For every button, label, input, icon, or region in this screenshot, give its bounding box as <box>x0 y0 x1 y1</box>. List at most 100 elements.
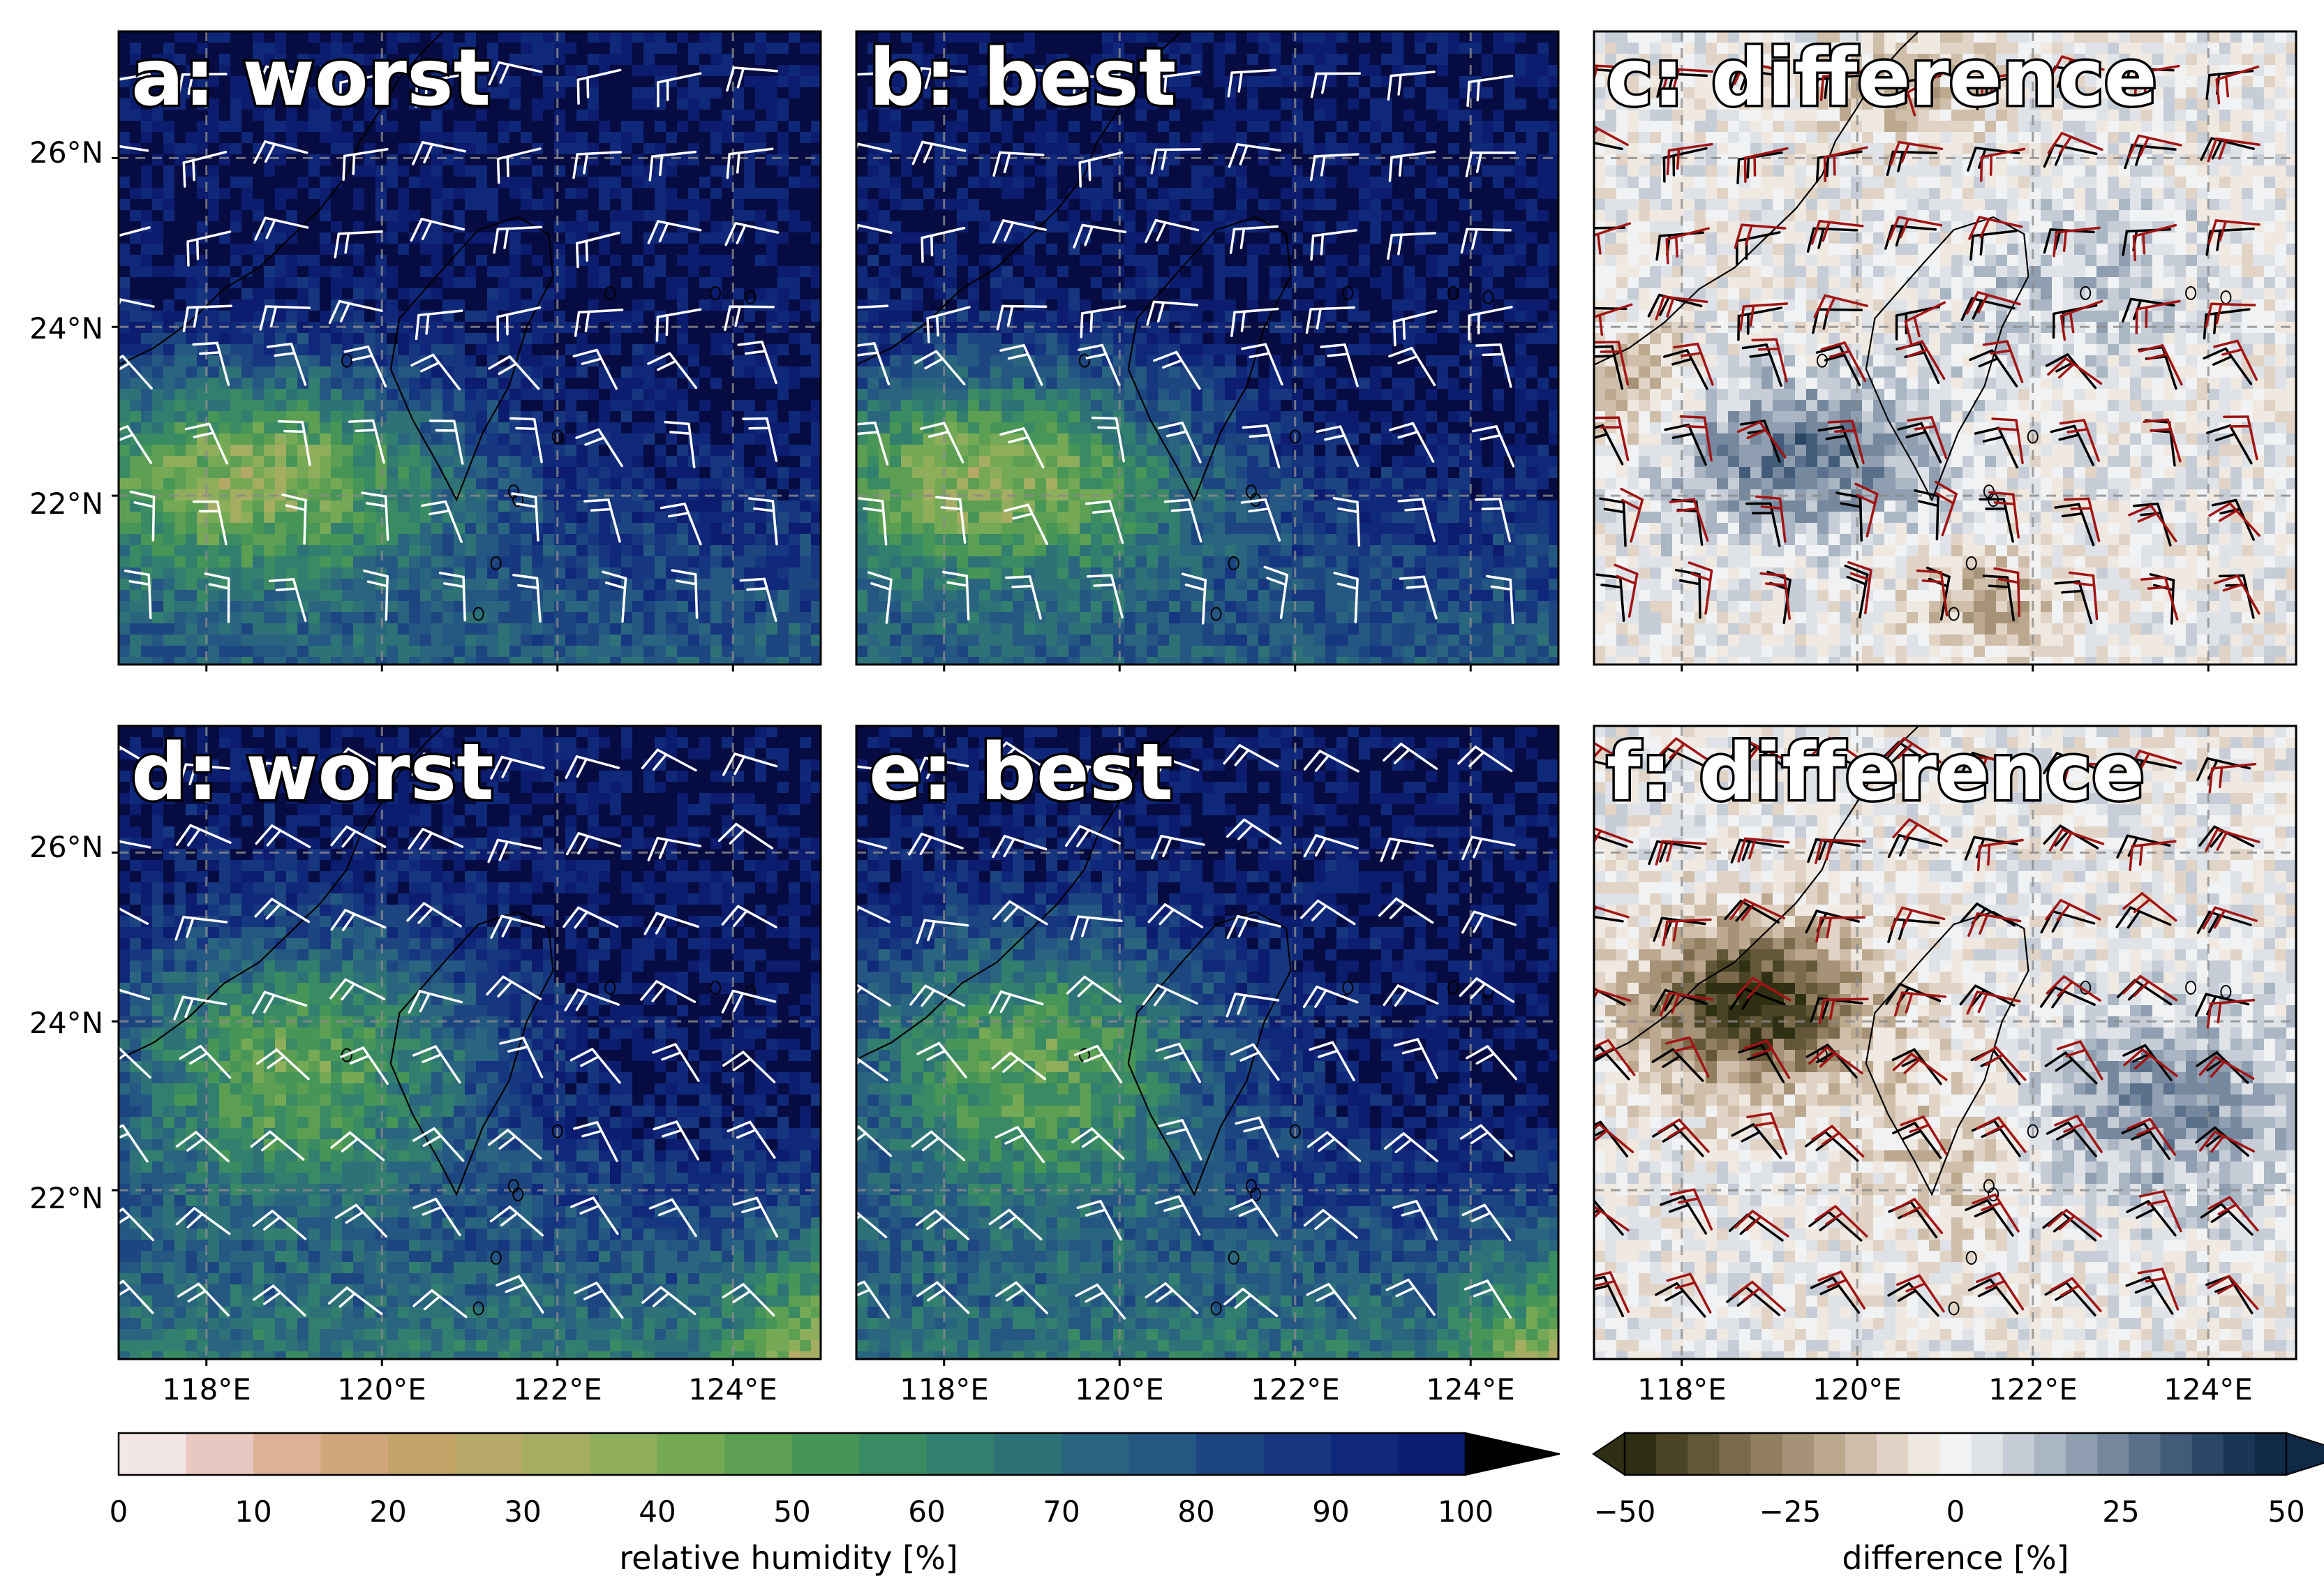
field-cell <box>554 378 566 389</box>
field-cell <box>398 54 410 66</box>
field-cell <box>800 344 812 356</box>
field-cell <box>968 110 980 121</box>
field-cell <box>498 43 510 54</box>
field-cell <box>487 54 499 66</box>
field-cell <box>1549 98 1558 110</box>
field-cell <box>431 601 443 613</box>
field-cell <box>610 556 622 568</box>
field-cell <box>1214 43 1226 54</box>
field-cell <box>1013 143 1025 155</box>
field-cell <box>643 199 655 211</box>
field-cell <box>454 288 465 300</box>
field-cell <box>777 333 789 345</box>
field-cell <box>1482 177 1494 188</box>
field-cell <box>420 590 432 602</box>
field-cell <box>297 132 309 144</box>
field-cell <box>755 567 767 579</box>
wind-barb-shaft <box>265 305 311 309</box>
field-cell <box>766 87 778 99</box>
field-cell <box>286 478 298 490</box>
field-cell <box>766 188 778 200</box>
field-cell <box>565 333 577 345</box>
field-cell <box>141 311 153 322</box>
field-cell <box>621 221 633 233</box>
field-cell <box>800 299 812 311</box>
field-cell <box>554 110 566 121</box>
field-cell <box>923 31 935 43</box>
field-cell <box>789 478 800 490</box>
field-cell <box>364 54 376 66</box>
field-cell <box>387 400 398 412</box>
wind-barb-flag <box>736 151 740 174</box>
field-cell <box>454 98 465 110</box>
field-cell <box>1202 43 1214 54</box>
field-cell <box>342 534 354 546</box>
field-cell <box>1102 43 1114 54</box>
field-cell <box>163 433 175 445</box>
field-cell <box>643 54 655 66</box>
wind-barb-flag <box>361 491 387 498</box>
field-cell <box>476 232 488 244</box>
field-cell <box>968 31 980 43</box>
field-cell <box>320 590 332 602</box>
field-cell <box>275 478 287 490</box>
field-cell <box>509 165 521 177</box>
field-cell <box>1482 188 1494 200</box>
field-cell <box>409 579 421 591</box>
field-cell <box>621 266 633 278</box>
field-cell <box>599 154 611 166</box>
wind-barb-shaft <box>687 422 696 468</box>
field-cell <box>498 299 510 311</box>
field-cell <box>610 366 622 378</box>
field-cell <box>119 478 131 490</box>
field-cell <box>1225 54 1237 66</box>
field-cell <box>1526 121 1538 133</box>
field-cell <box>119 277 131 289</box>
field-cell <box>1091 177 1103 188</box>
field-cell <box>1314 188 1326 200</box>
field-cell <box>219 177 231 188</box>
field-cell <box>476 299 488 311</box>
field-cell <box>241 299 253 311</box>
field-cell <box>219 121 231 133</box>
field-cell <box>632 523 644 535</box>
field-cell <box>208 221 220 233</box>
field-cell <box>588 132 599 144</box>
field-cell <box>320 400 332 412</box>
field-cell <box>599 378 611 389</box>
field-cell <box>353 378 365 389</box>
field-cell <box>230 76 242 88</box>
field-cell <box>1135 121 1147 133</box>
field-cell <box>308 456 320 468</box>
field-cell <box>498 657 510 665</box>
field-cell <box>1158 199 1170 211</box>
field-cell <box>655 545 666 557</box>
field-cell <box>1515 165 1527 177</box>
field-cell <box>1281 177 1293 188</box>
field-cell <box>465 445 477 457</box>
field-cell <box>733 31 745 43</box>
field-cell <box>554 311 566 322</box>
field-cell <box>163 87 175 99</box>
field-cell <box>1135 43 1147 54</box>
field-cell <box>789 456 800 468</box>
field-cell <box>119 456 131 468</box>
field-cell <box>409 445 421 457</box>
field-cell <box>342 612 354 624</box>
field-cell <box>186 601 198 613</box>
field-cell <box>141 31 153 43</box>
field-cell <box>331 121 343 133</box>
wind-barb-flag <box>119 433 134 442</box>
field-cell <box>174 623 186 635</box>
field-cell <box>699 221 711 233</box>
field-cell <box>487 199 499 211</box>
field-cell <box>253 121 265 133</box>
field-cell <box>230 54 242 66</box>
field-cell <box>1426 154 1438 166</box>
field-cell <box>297 579 309 591</box>
field-cell <box>431 98 443 110</box>
field-cell <box>130 389 142 401</box>
field-cell <box>1314 199 1326 211</box>
field-cell <box>320 188 332 200</box>
field-cell <box>722 132 733 144</box>
